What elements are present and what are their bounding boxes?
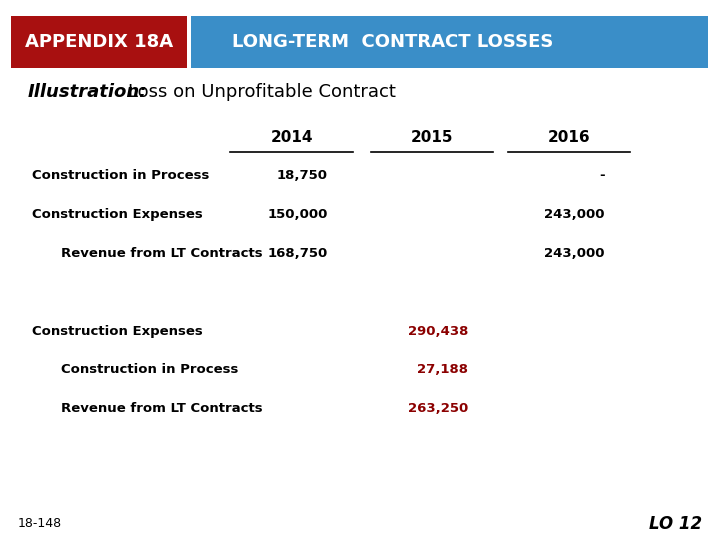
Text: 2015: 2015 bbox=[410, 130, 454, 145]
Text: Revenue from LT Contracts: Revenue from LT Contracts bbox=[61, 247, 263, 260]
Text: -: - bbox=[599, 169, 605, 182]
Text: 290,438: 290,438 bbox=[408, 325, 468, 338]
Text: Construction in Process: Construction in Process bbox=[61, 363, 238, 376]
Text: Loss on Unprofitable Contract: Loss on Unprofitable Contract bbox=[128, 83, 396, 101]
Text: 168,750: 168,750 bbox=[267, 247, 328, 260]
Text: Construction Expenses: Construction Expenses bbox=[32, 325, 203, 338]
Text: 27,188: 27,188 bbox=[417, 363, 468, 376]
Text: Construction in Process: Construction in Process bbox=[32, 169, 210, 182]
Text: APPENDIX 18A: APPENDIX 18A bbox=[25, 33, 174, 51]
Text: 18-148: 18-148 bbox=[18, 517, 62, 530]
FancyBboxPatch shape bbox=[11, 16, 187, 68]
Text: 243,000: 243,000 bbox=[544, 208, 605, 221]
Text: LONG-TERM  CONTRACT LOSSES: LONG-TERM CONTRACT LOSSES bbox=[232, 33, 553, 51]
Text: Construction Expenses: Construction Expenses bbox=[32, 208, 203, 221]
Text: LO 12: LO 12 bbox=[649, 515, 702, 533]
Text: 263,250: 263,250 bbox=[408, 402, 468, 415]
Text: Illustration:: Illustration: bbox=[27, 83, 147, 101]
Text: Revenue from LT Contracts: Revenue from LT Contracts bbox=[61, 402, 263, 415]
FancyBboxPatch shape bbox=[191, 16, 708, 68]
Text: 2016: 2016 bbox=[547, 130, 590, 145]
Text: 2014: 2014 bbox=[270, 130, 313, 145]
Text: 18,750: 18,750 bbox=[276, 169, 328, 182]
Text: 150,000: 150,000 bbox=[267, 208, 328, 221]
Text: 243,000: 243,000 bbox=[544, 247, 605, 260]
